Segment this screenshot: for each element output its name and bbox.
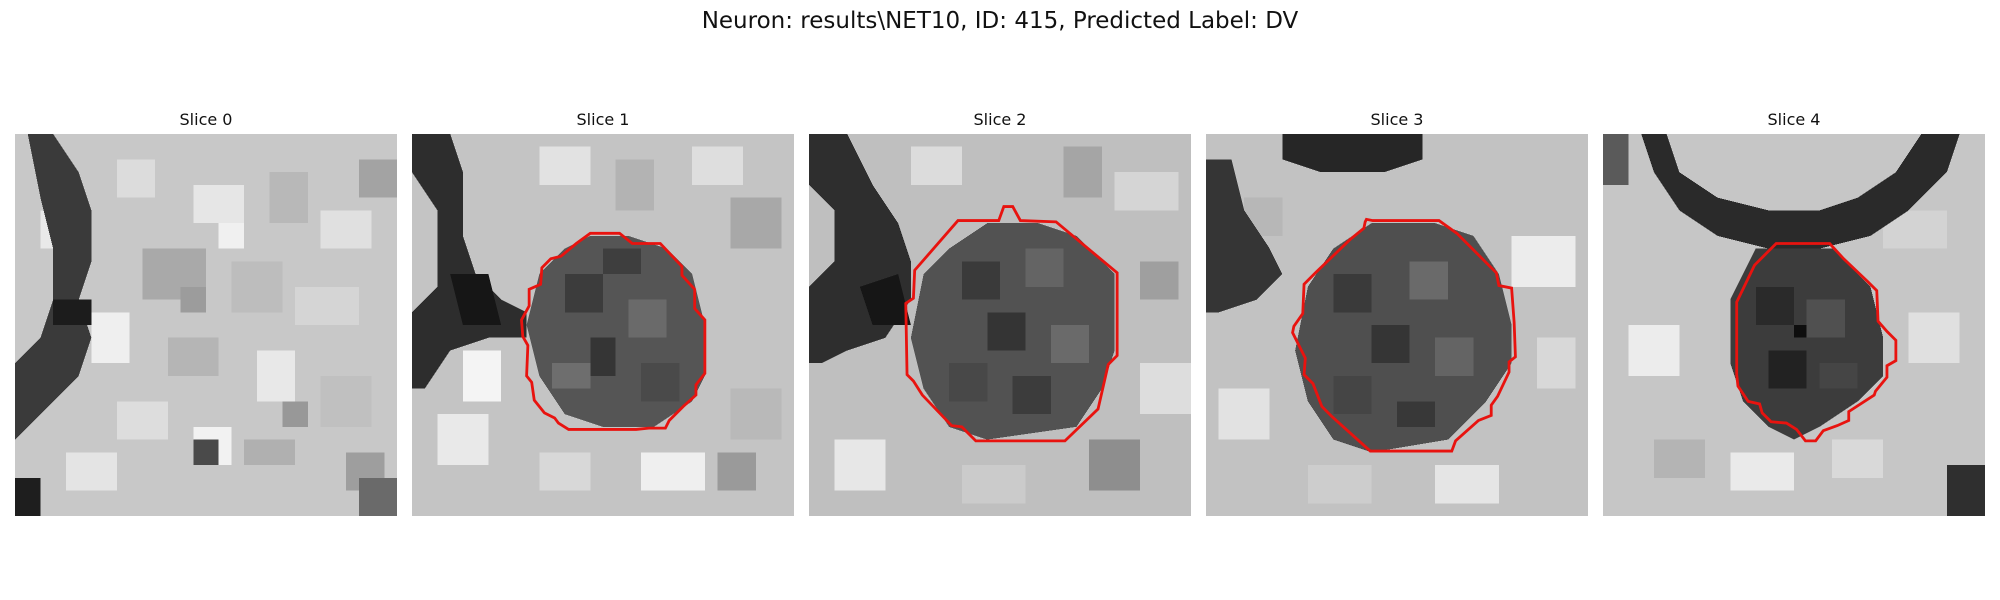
figure-title: Neuron: results\NET10, ID: 415, Predicte… [701,8,1299,34]
texture-noise [1628,210,1960,491]
slice-title: Slice 3 [1370,110,1424,129]
texture-noise [949,248,1090,415]
slice-image-1 [412,134,794,516]
segmentation-contour [520,231,707,431]
slice-image-0 [15,134,397,516]
slice-panel-3: Slice 3 [1206,108,1588,516]
slice-title: Slice 0 [179,110,233,129]
texture-noise [552,248,680,402]
segmentation-contour [904,205,1119,443]
texture-noise [40,159,397,491]
slice-image-3 [1206,134,1588,516]
slice-title: Slice 4 [1767,110,1821,129]
slice-image-4 [1603,134,1985,516]
slice-panel-2: Slice 2 [809,108,1191,516]
slice-title: Slice 1 [576,110,630,129]
texture-noise [1333,261,1474,427]
texture-noise [834,146,1191,504]
segmentation-contour [1291,217,1517,453]
slice-image-2 [809,134,1191,516]
texture-noise [437,146,782,491]
slice-panel-4: Slice 4 [1603,108,1985,516]
slice-panel-0: Slice 0 [15,108,397,516]
texture-noise [1755,286,1858,389]
texture-noise [1218,197,1576,504]
segmentation-contour [1735,242,1898,443]
slice-title: Slice 2 [973,110,1027,129]
slice-panel-1: Slice 1 [412,108,794,516]
